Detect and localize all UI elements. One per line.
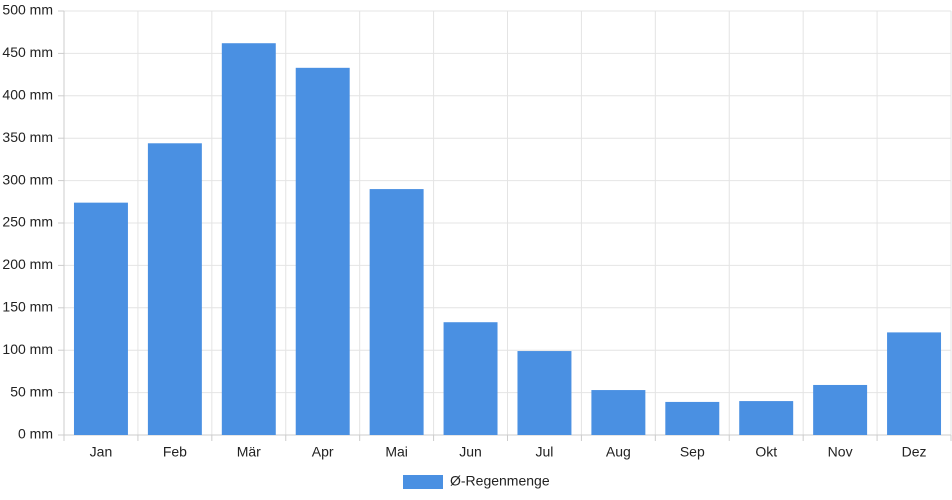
x-tick-label: Sep	[680, 444, 705, 460]
x-tick-label: Aug	[606, 444, 631, 460]
x-tick-label: Mai	[385, 444, 408, 460]
bar	[73, 202, 128, 435]
bar	[147, 143, 202, 435]
y-tick-label: 350 mm	[2, 129, 53, 145]
bar	[369, 189, 424, 435]
y-tick-label: 200 mm	[2, 256, 53, 272]
x-tick-label: Okt	[755, 444, 777, 460]
x-tick-label: Jan	[90, 444, 113, 460]
bar	[443, 322, 498, 435]
x-tick-label: Jul	[536, 444, 554, 460]
y-tick-label: 0 mm	[18, 426, 53, 442]
y-tick-label: 500 mm	[2, 2, 53, 18]
x-tick-label: Feb	[163, 444, 187, 460]
y-tick-label: 150 mm	[2, 299, 53, 315]
bar	[739, 401, 794, 435]
bar	[813, 384, 868, 435]
y-tick-label: 400 mm	[2, 87, 53, 103]
bar	[221, 43, 276, 435]
bar	[517, 351, 572, 435]
x-tick-label: Mär	[237, 444, 261, 460]
x-tick-label: Jun	[459, 444, 482, 460]
bar	[665, 401, 720, 435]
x-tick-label: Dez	[902, 444, 927, 460]
y-tick-label: 50 mm	[10, 383, 53, 399]
y-tick-label: 450 mm	[2, 44, 53, 60]
bar	[887, 332, 942, 435]
legend-swatch	[403, 475, 443, 489]
x-tick-label: Apr	[312, 444, 334, 460]
y-tick-label: 300 mm	[2, 171, 53, 187]
bar	[295, 67, 350, 435]
y-tick-label: 100 mm	[2, 341, 53, 357]
bar	[591, 390, 646, 435]
y-tick-label: 250 mm	[2, 214, 53, 230]
legend-label: Ø-Regenmenge	[450, 473, 550, 489]
x-tick-label: Nov	[828, 444, 853, 460]
